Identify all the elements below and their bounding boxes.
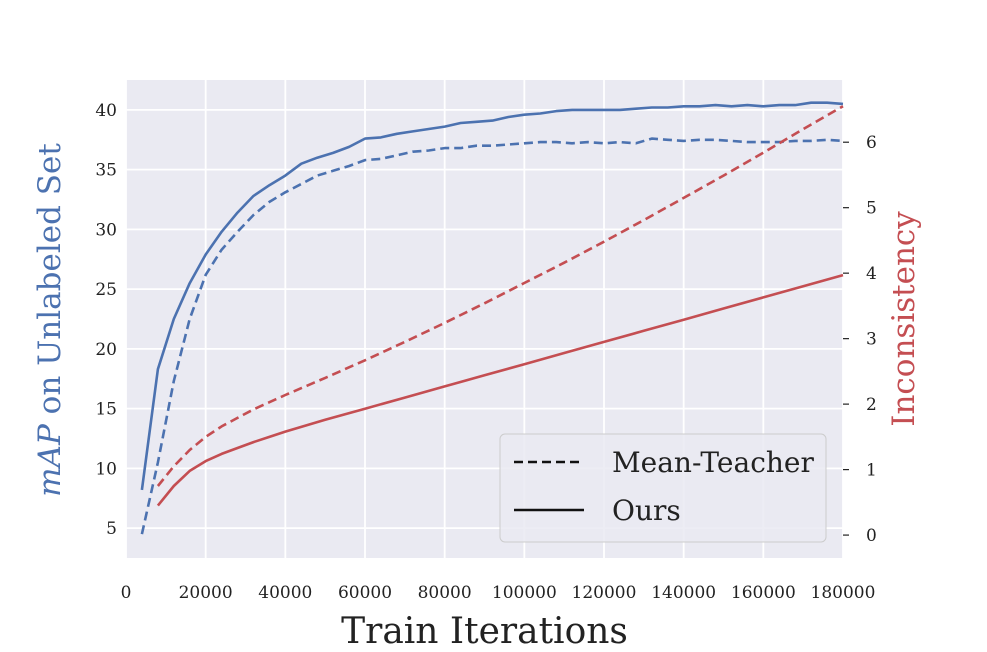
- series-line-map-ours: [140, 101, 844, 491]
- y-tick-label: 25: [95, 280, 117, 300]
- legend-label-mean-teacher: Mean-Teacher: [612, 446, 814, 479]
- y2-tick-label: 0: [866, 526, 877, 546]
- y-tick-label: 15: [95, 400, 117, 420]
- y2-tick-label: 3: [866, 330, 877, 350]
- y-axis-label-rest: on Unlabeled Set: [32, 143, 68, 425]
- x-tick-label: 140000: [651, 583, 716, 603]
- x-axis-ticks: 0 20000 40000 60000 80000 100000 120000 140000 1…: [121, 583, 876, 603]
- series-line-map-mean-teacher: [140, 137, 844, 535]
- y-tick-label: 10: [95, 459, 117, 479]
- y-tick-label: 5: [106, 519, 117, 539]
- x-tick-label: 20000: [179, 583, 233, 603]
- y2-axis-ticks: 0 1 2 3 4 5 6: [843, 133, 877, 546]
- x-tick-label: 160000: [731, 583, 796, 603]
- x-tick-label: 100000: [492, 583, 557, 603]
- y2-axis-label: Inconsistency: [886, 211, 922, 427]
- x-tick-label: 60000: [338, 583, 392, 603]
- x-axis-label: Train Iterations: [341, 611, 628, 652]
- y2-tick-label: 6: [866, 133, 877, 153]
- y-tick-label: 30: [95, 220, 117, 240]
- series-layer: [140, 101, 844, 535]
- y2-tick-label: 2: [866, 395, 877, 415]
- y-tick-label: 40: [95, 101, 117, 121]
- y-tick-label: 20: [95, 340, 117, 360]
- y-axis-label-metric: mAP: [32, 423, 68, 497]
- legend-box: [499, 433, 827, 543]
- series-line-inconsistency-mean-teacher: [156, 105, 844, 487]
- y2-tick-label: 1: [866, 461, 877, 481]
- y-axis-ticks: 5 10 15 20 25 30 35 40: [95, 101, 117, 539]
- x-tick-label: 40000: [258, 583, 312, 603]
- x-tick-label: 80000: [418, 583, 472, 603]
- x-tick-label: 120000: [572, 583, 637, 603]
- x-tick-label: 0: [121, 583, 132, 603]
- legend: Mean-Teacher Ours: [499, 433, 827, 543]
- y2-tick-label: 4: [866, 264, 877, 284]
- y-axis-label: mAP on Unlabeled Set: [32, 143, 68, 497]
- y-tick-label: 35: [95, 161, 117, 181]
- y2-tick-label: 5: [866, 199, 877, 219]
- series-line-inconsistency-ours: [156, 273, 844, 507]
- x-tick-label: 180000: [811, 583, 876, 603]
- legend-label-ours: Ours: [612, 494, 681, 527]
